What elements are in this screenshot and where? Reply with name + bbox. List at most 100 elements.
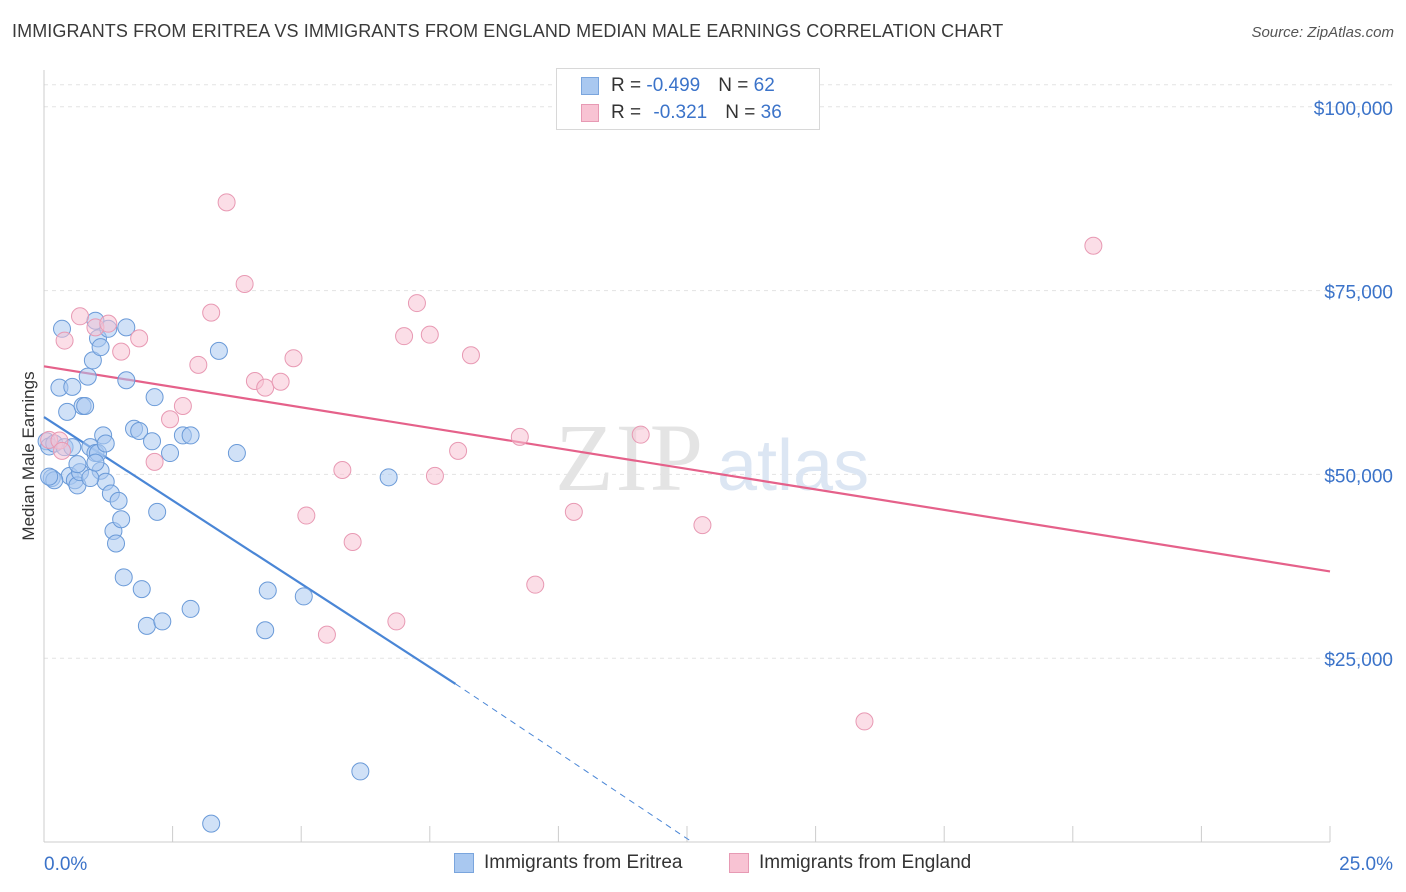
- legend-n-value: 62: [753, 75, 775, 96]
- legend-label-england: Immigrants from England: [759, 852, 972, 873]
- x-tick-labels: 0.0% 25.0%: [44, 854, 1393, 875]
- legend-swatch-england: [581, 104, 599, 122]
- point-england: [271, 372, 290, 391]
- point-eritrea: [86, 453, 105, 472]
- point-england: [53, 441, 72, 460]
- legend-r-value: -0.321: [653, 102, 708, 123]
- point-england: [256, 378, 275, 397]
- series-legend: Immigrants from Eritrea Immigrants from …: [0, 852, 1406, 876]
- point-eritrea: [78, 367, 97, 386]
- point-eritrea: [256, 621, 275, 640]
- point-eritrea: [258, 581, 277, 600]
- point-eritrea: [83, 351, 102, 370]
- point-england: [284, 349, 303, 368]
- legend-swatch-eritrea: [454, 853, 474, 873]
- point-eritrea: [181, 426, 200, 445]
- x-tick-label-min: 0.0%: [44, 854, 87, 875]
- legend-item-england: Immigrants from England: [729, 852, 971, 874]
- point-england: [55, 331, 74, 350]
- point-england: [395, 327, 414, 346]
- point-england: [510, 427, 529, 446]
- point-eritrea: [148, 502, 167, 521]
- point-eritrea: [130, 422, 149, 441]
- point-england: [420, 325, 439, 344]
- point-england: [461, 346, 480, 365]
- point-england: [202, 303, 221, 322]
- watermark-zip: ZIP: [555, 404, 705, 511]
- data-points: [37, 193, 1103, 833]
- point-eritrea: [114, 568, 133, 587]
- point-england: [235, 274, 254, 293]
- point-eritrea: [112, 510, 131, 529]
- grid-lines: [44, 84, 1392, 659]
- correlation-legend: R = -0.499 N = 62 R = -0.321 N = 36: [556, 68, 820, 130]
- point-england: [173, 397, 192, 416]
- chart-title: IMMIGRANTS FROM ERITREA VS IMMIGRANTS FR…: [12, 21, 1004, 41]
- point-england: [145, 452, 164, 471]
- legend-swatch-eritrea: [581, 77, 599, 95]
- point-england: [333, 460, 352, 479]
- point-eritrea: [63, 377, 82, 396]
- point-eritrea: [109, 491, 128, 510]
- legend-n-label: N =: [725, 102, 761, 123]
- point-england: [449, 441, 468, 460]
- legend-n-label: N =: [718, 75, 754, 96]
- point-england: [387, 612, 406, 631]
- point-eritrea: [40, 467, 59, 486]
- legend-item-eritrea: Immigrants from Eritrea: [454, 852, 682, 874]
- point-england: [161, 410, 180, 429]
- point-england: [317, 625, 336, 644]
- point-eritrea: [137, 616, 156, 635]
- point-eritrea: [91, 338, 110, 357]
- point-england: [425, 466, 444, 485]
- watermark-atlas: atlas: [717, 426, 869, 506]
- legend-r-label: R =: [611, 102, 647, 123]
- point-eritrea: [145, 388, 164, 407]
- point-eritrea: [227, 444, 246, 463]
- point-eritrea: [181, 599, 200, 618]
- point-england: [112, 342, 131, 361]
- point-england: [189, 355, 208, 374]
- y-tick-label: $25,000: [1324, 650, 1393, 671]
- axes: [43, 70, 1331, 843]
- legend-swatch-england: [729, 853, 749, 873]
- point-england: [407, 294, 426, 313]
- y-axis-label: Median Male Earnings: [19, 371, 38, 540]
- y-tick-label: $75,000: [1324, 283, 1393, 304]
- point-eritrea: [68, 455, 87, 474]
- legend-row-eritrea: R = -0.499 N = 62: [581, 73, 775, 99]
- legend-n-value: 36: [760, 102, 782, 123]
- point-eritrea: [351, 762, 370, 781]
- point-england: [99, 314, 118, 333]
- legend-row-england: R = -0.321 N = 36: [581, 100, 782, 126]
- y-tick-labels: $25,000 $50,000 $75,000 $100,000: [1314, 99, 1393, 671]
- point-england: [343, 533, 362, 552]
- legend-r-value: -0.499: [646, 75, 701, 96]
- point-england: [1084, 236, 1103, 255]
- point-england: [297, 506, 316, 525]
- source-label: Source: ZipAtlas.com: [1251, 24, 1394, 41]
- y-tick-label: $100,000: [1314, 99, 1393, 120]
- trend-line-england: [43, 365, 1331, 573]
- point-england: [71, 307, 90, 326]
- point-england: [217, 193, 236, 212]
- point-eritrea: [294, 587, 313, 606]
- point-eritrea: [117, 318, 136, 337]
- point-eritrea: [153, 612, 172, 631]
- point-eritrea: [96, 434, 115, 453]
- point-eritrea: [143, 432, 162, 451]
- point-england: [130, 329, 149, 348]
- point-england: [631, 425, 650, 444]
- point-eritrea: [379, 468, 398, 487]
- legend-r-label: R =: [611, 75, 647, 96]
- trend-lines: [43, 365, 1331, 843]
- y-tick-label: $50,000: [1324, 466, 1393, 487]
- point-eritrea: [81, 469, 100, 488]
- point-england: [564, 502, 583, 521]
- point-eritrea: [161, 444, 180, 463]
- point-eritrea: [202, 814, 221, 833]
- point-england: [855, 712, 874, 731]
- point-england: [693, 516, 712, 535]
- point-england: [526, 575, 545, 594]
